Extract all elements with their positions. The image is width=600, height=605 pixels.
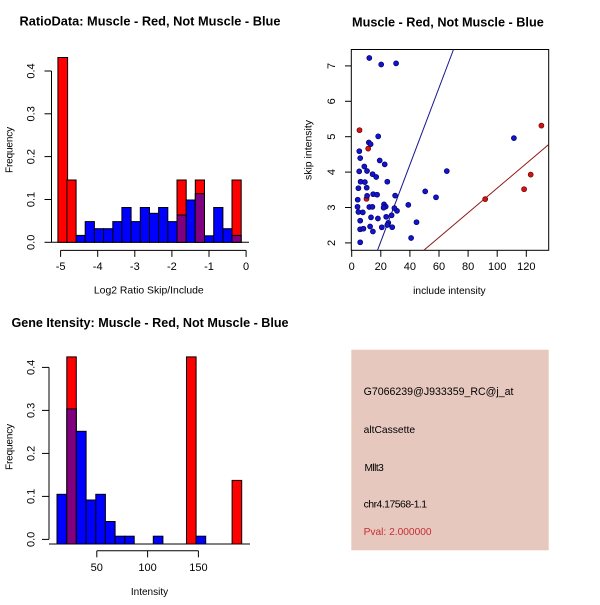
svg-text:0.4: 0.4 — [26, 360, 38, 375]
svg-text:-2: -2 — [167, 261, 177, 273]
svg-text:Frequency: Frequency — [5, 127, 16, 173]
svg-text:2: 2 — [326, 240, 338, 246]
svg-text:0.0: 0.0 — [26, 235, 38, 250]
svg-text:100: 100 — [488, 261, 506, 273]
svg-text:Muscle - Red, Not Muscle - Blu: Muscle - Red, Not Muscle - Blue — [352, 15, 544, 29]
svg-text:-1: -1 — [204, 261, 214, 273]
svg-text:0.2: 0.2 — [26, 149, 38, 164]
svg-text:0.3: 0.3 — [26, 106, 38, 121]
svg-text:6: 6 — [326, 98, 338, 104]
svg-text:60: 60 — [433, 261, 445, 273]
svg-text:-5: -5 — [56, 261, 66, 273]
svg-text:3: 3 — [326, 204, 338, 210]
svg-text:0.2: 0.2 — [26, 446, 38, 461]
svg-text:Intensity: Intensity — [131, 587, 168, 598]
svg-text:skip intensity: skip intensity — [303, 119, 315, 180]
svg-text:80: 80 — [462, 261, 474, 273]
svg-text:0.0: 0.0 — [26, 532, 38, 547]
svg-text:0.1: 0.1 — [26, 192, 38, 207]
svg-text:0: 0 — [349, 261, 355, 273]
svg-text:-3: -3 — [130, 261, 140, 273]
svg-text:0.3: 0.3 — [26, 403, 38, 418]
svg-text:150: 150 — [189, 562, 207, 574]
svg-text:0: 0 — [243, 261, 249, 273]
svg-text:Frequency: Frequency — [5, 424, 16, 470]
svg-text:include intensity: include intensity — [413, 286, 486, 297]
svg-text:4: 4 — [326, 169, 338, 175]
svg-text:0.4: 0.4 — [26, 63, 38, 78]
svg-text:120: 120 — [517, 261, 535, 273]
svg-text:Gene Itensity: Muscle - Red, N: Gene Itensity: Muscle - Red, Not Muscle … — [11, 316, 288, 330]
svg-text:0.1: 0.1 — [26, 489, 38, 504]
svg-text:RatioData: Muscle - Red, Not M: RatioData: Muscle - Red, Not Muscle - Bl… — [20, 13, 281, 28]
svg-text:Pval: 2.000000: Pval: 2.000000 — [364, 527, 432, 538]
svg-text:20: 20 — [375, 261, 387, 273]
svg-text:chr4.17568-1.1: chr4.17568-1.1 — [364, 499, 428, 511]
svg-text:G7066239@J933359_RC@j_at: G7066239@J933359_RC@j_at — [364, 386, 514, 398]
svg-text:5: 5 — [326, 134, 338, 140]
svg-text:100: 100 — [138, 562, 156, 574]
svg-text:Mllt3: Mllt3 — [365, 463, 385, 474]
svg-text:altCassette: altCassette — [364, 425, 416, 436]
svg-text:Log2 Ratio Skip/Include: Log2 Ratio Skip/Include — [94, 286, 204, 297]
svg-text:-4: -4 — [93, 261, 103, 273]
svg-text:50: 50 — [91, 562, 103, 574]
svg-text:7: 7 — [326, 63, 338, 69]
svg-text:40: 40 — [404, 261, 416, 273]
